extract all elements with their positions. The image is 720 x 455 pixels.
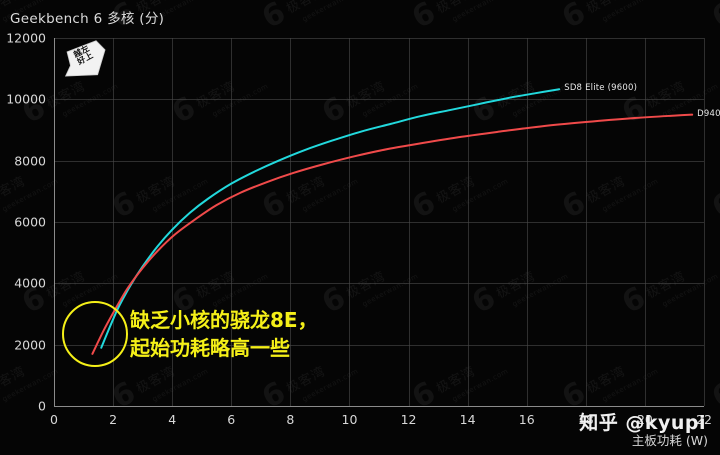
gridline-horizontal: [54, 283, 704, 285]
series-end-label-1: SD8 Elite (9600): [564, 83, 638, 94]
annotation-highlight-circle: [62, 301, 128, 367]
x-tick-label: 12: [400, 412, 417, 427]
x-tick-label: 16: [518, 412, 535, 427]
y-tick-label: 0: [38, 398, 46, 414]
gridline-vertical: [349, 38, 351, 406]
annotation-line-1: 缺乏小核的骁龙8E，: [130, 308, 318, 332]
gridline-vertical: [467, 38, 469, 406]
author-watermark: 知乎 @kyupi: [579, 412, 706, 434]
gridline-horizontal: [54, 38, 704, 39]
x-tick-label: 2: [109, 412, 118, 427]
gridline-vertical: [704, 38, 705, 406]
gridline-horizontal: [54, 99, 704, 101]
annotation-startup-power-note: 缺乏小核的骁龙8E， 起始功耗略高一些: [130, 306, 318, 363]
series-line-2: [91, 113, 694, 355]
gridline-horizontal: [54, 406, 704, 407]
gridline-vertical: [526, 38, 528, 406]
y-tick-label: 6000: [14, 214, 46, 230]
x-axis-label: 主板功耗 (W): [631, 433, 708, 448]
chart-title: Geekbench 6 多核 (分): [10, 11, 165, 27]
gridline-vertical: [54, 38, 55, 406]
gridline-vertical: [231, 38, 233, 406]
series-end-label-2: D9400 (10667): [697, 108, 720, 119]
x-tick-label: 10: [341, 412, 358, 427]
y-tick-label: 10000: [6, 91, 46, 107]
badge-arrow-icon: [64, 40, 106, 77]
gridline-vertical: [290, 38, 292, 406]
x-tick-label: 22: [696, 412, 712, 427]
x-tick-label: 0: [50, 412, 58, 427]
y-tick-label: 8000: [14, 153, 46, 169]
gridline-vertical: [585, 38, 587, 406]
plot-area: [54, 38, 705, 407]
y-tick-label: 4000: [14, 275, 46, 291]
x-tick-label: 20: [636, 412, 653, 427]
gridline-vertical: [644, 38, 646, 406]
series-curves: [91, 88, 694, 355]
gridline-vertical: [172, 38, 174, 406]
x-tick-label: 8: [286, 412, 295, 427]
gridline-vertical: [408, 38, 410, 406]
x-tick-label: 18: [577, 412, 594, 427]
y-tick-label: 2000: [14, 337, 46, 353]
x-tick-label: 14: [459, 412, 476, 427]
gridline-horizontal: [54, 160, 704, 162]
annotation-line-2: 起始功耗略高一些: [130, 336, 290, 361]
gridline-vertical: [113, 38, 115, 406]
x-tick-label: 4: [168, 412, 177, 427]
gridline-horizontal: [54, 222, 704, 223]
gridline-horizontal: [54, 344, 704, 346]
x-tick-label: 6: [227, 412, 236, 427]
y-tick-label: 12000: [6, 30, 46, 46]
upper-left-is-better-badge: 左上 越好: [60, 40, 110, 80]
